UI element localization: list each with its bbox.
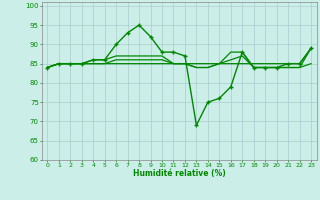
X-axis label: Humidité relative (%): Humidité relative (%): [133, 169, 226, 178]
